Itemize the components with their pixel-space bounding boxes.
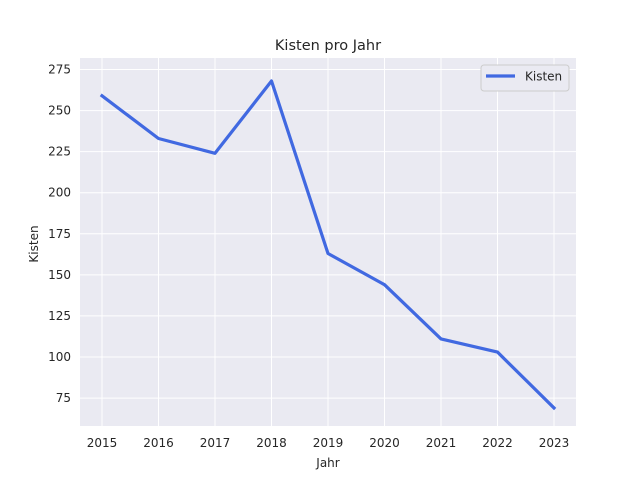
y-tick-label: 125 [48, 309, 71, 323]
y-tick-label: 200 [48, 186, 71, 200]
x-tick-label: 2017 [200, 436, 231, 450]
horizontal-gridlines [80, 69, 576, 399]
legend-label-kisten: Kisten [525, 70, 562, 84]
x-tick-label: 2022 [482, 436, 513, 450]
x-tick-label: 2015 [87, 436, 118, 450]
y-tick-label: 75 [56, 391, 71, 405]
legend: Kisten [480, 64, 570, 92]
y-tick-label: 100 [48, 350, 71, 364]
vertical-gridlines [101, 58, 555, 426]
chart-title: Kisten pro Jahr [275, 38, 381, 54]
x-tick-label: 2023 [539, 436, 570, 450]
y-tick-label: 250 [48, 104, 71, 118]
series-line-kisten [99, 79, 557, 411]
y-tick-label: 225 [48, 145, 71, 159]
x-axis-label: Jahr [315, 456, 339, 470]
x-tick-labels: 2015 2016 2017 2018 2019 2020 2021 2022 2023 [87, 436, 570, 450]
y-tick-label: 275 [48, 63, 71, 77]
x-tick-label: 2020 [369, 436, 400, 450]
legend-box [480, 64, 570, 92]
y-tick-labels: 75 100 125 150 175 200 225 250 275 [48, 63, 71, 406]
x-tick-label: 2016 [143, 436, 174, 450]
y-tick-label: 150 [48, 268, 71, 282]
y-tick-label: 175 [48, 227, 71, 241]
series-layer [99, 79, 557, 411]
x-tick-label: 2018 [256, 436, 287, 450]
x-tick-label: 2019 [313, 436, 344, 450]
y-axis-label: Kisten [27, 225, 41, 262]
x-tick-label: 2021 [426, 436, 457, 450]
